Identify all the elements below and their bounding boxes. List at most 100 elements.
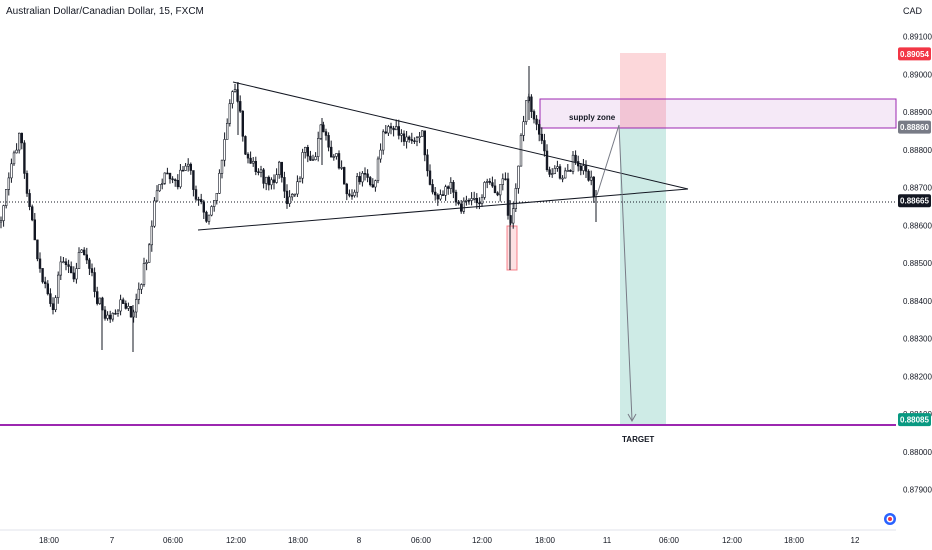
- candle-body: [161, 183, 164, 185]
- candle-body: [566, 170, 570, 172]
- price-tick-label: 0.88800: [903, 146, 932, 155]
- candle-body: [472, 198, 476, 200]
- candle-body: [415, 137, 419, 142]
- candle-body: [563, 170, 567, 179]
- candle-body: [345, 183, 348, 195]
- candle-body: [316, 138, 320, 157]
- triangle-upper-trendline[interactable]: [232, 81, 689, 190]
- candle-body: [496, 192, 499, 196]
- candle-body: [49, 293, 52, 304]
- candle-body: [517, 165, 520, 189]
- candle-body: [530, 96, 533, 112]
- candle-body: [124, 303, 128, 309]
- candle-body: [174, 179, 177, 181]
- candle-body: [506, 178, 510, 216]
- liquidity-sweep-box[interactable]: [506, 225, 518, 271]
- candle-body: [537, 124, 541, 135]
- candle-body: [340, 167, 343, 169]
- candle-body: [51, 303, 55, 311]
- candle-body: [400, 133, 403, 136]
- time-tick-label: 12:00: [722, 536, 743, 545]
- candle-body: [127, 305, 130, 309]
- time-tick-label: 7: [110, 536, 115, 545]
- candle-body: [215, 193, 218, 201]
- candle-body: [283, 177, 286, 192]
- candle-body: [368, 177, 372, 185]
- candle-body: [293, 193, 296, 196]
- time-axis[interactable]: 18:00 7 06:00 12:00 18:00 8 06:00 12:00 18:00 11 0…: [0, 529, 896, 545]
- candle-body: [480, 197, 484, 204]
- symbol-title[interactable]: Australian Dollar/Canadian Dollar, 15, F…: [6, 6, 204, 17]
- candle-body: [296, 181, 299, 195]
- candle-body: [361, 173, 364, 183]
- candle-body: [504, 178, 507, 181]
- candle-body: [332, 156, 335, 158]
- candle-body: [28, 193, 31, 207]
- candle-body: [428, 170, 432, 185]
- candle-body: [558, 166, 562, 179]
- candle-body: [423, 130, 426, 156]
- price-tick-label: 0.88400: [903, 297, 932, 306]
- candle-body: [374, 180, 377, 188]
- candle-body: [327, 135, 330, 148]
- candle-body: [319, 124, 322, 139]
- price-tag-label: 0.89054: [900, 50, 929, 59]
- candle-body: [426, 154, 429, 172]
- candle-body: [501, 178, 504, 185]
- candle-body: [116, 310, 120, 314]
- candle-body: [88, 259, 91, 269]
- candle-body: [200, 199, 203, 202]
- candle-body: [56, 274, 60, 298]
- candle-body: [350, 195, 354, 197]
- candle-body: [254, 161, 257, 173]
- price-tag: [898, 413, 931, 427]
- candle-body: [241, 110, 244, 137]
- candle-body: [20, 132, 23, 144]
- candle-body: [129, 305, 133, 318]
- candle-body: [444, 186, 447, 196]
- candle-body: [80, 249, 83, 253]
- candle-body: [17, 132, 21, 151]
- candle-body: [163, 172, 166, 184]
- candle-body: [33, 219, 37, 241]
- take-profit-area: [620, 128, 666, 425]
- candle-body: [259, 169, 263, 173]
- candle-body: [252, 161, 255, 164]
- candle-body: [207, 214, 211, 222]
- candle-body: [135, 299, 138, 313]
- candle-body: [90, 268, 94, 273]
- candle-body: [522, 121, 525, 136]
- price-tick-label: 0.87900: [903, 486, 932, 495]
- candle-body: [584, 165, 588, 172]
- time-tick-label: 06:00: [411, 536, 432, 545]
- candle-body: [192, 170, 195, 190]
- candle-body: [12, 152, 16, 165]
- candle-body: [587, 170, 590, 181]
- candle-body: [62, 261, 65, 264]
- candle-body: [264, 176, 268, 184]
- projection-path[interactable]: [596, 124, 633, 421]
- candle-body: [213, 200, 216, 207]
- candle-body: [148, 244, 151, 263]
- triangle-lower-trendline[interactable]: [197, 188, 689, 231]
- candle-body: [405, 136, 408, 142]
- supply-zone-box[interactable]: [539, 98, 897, 129]
- candle-body: [176, 180, 179, 188]
- candle-body: [43, 281, 47, 284]
- price-tick-label: 0.88900: [903, 108, 932, 117]
- tradingview-logo-icon[interactable]: [884, 513, 896, 525]
- time-tick-label: 12:00: [472, 536, 493, 545]
- candle-body: [246, 153, 250, 159]
- candle-body: [524, 100, 528, 122]
- candle-body: [452, 182, 455, 193]
- candle-body: [145, 262, 148, 264]
- candle-body: [413, 140, 416, 142]
- candle-body: [54, 297, 57, 311]
- candle-body: [420, 130, 424, 137]
- stop-loss-area: [620, 53, 666, 128]
- candle-body: [519, 135, 523, 167]
- candle-body: [158, 184, 161, 192]
- time-tick-label: 11: [603, 536, 612, 545]
- candle-body: [392, 127, 395, 131]
